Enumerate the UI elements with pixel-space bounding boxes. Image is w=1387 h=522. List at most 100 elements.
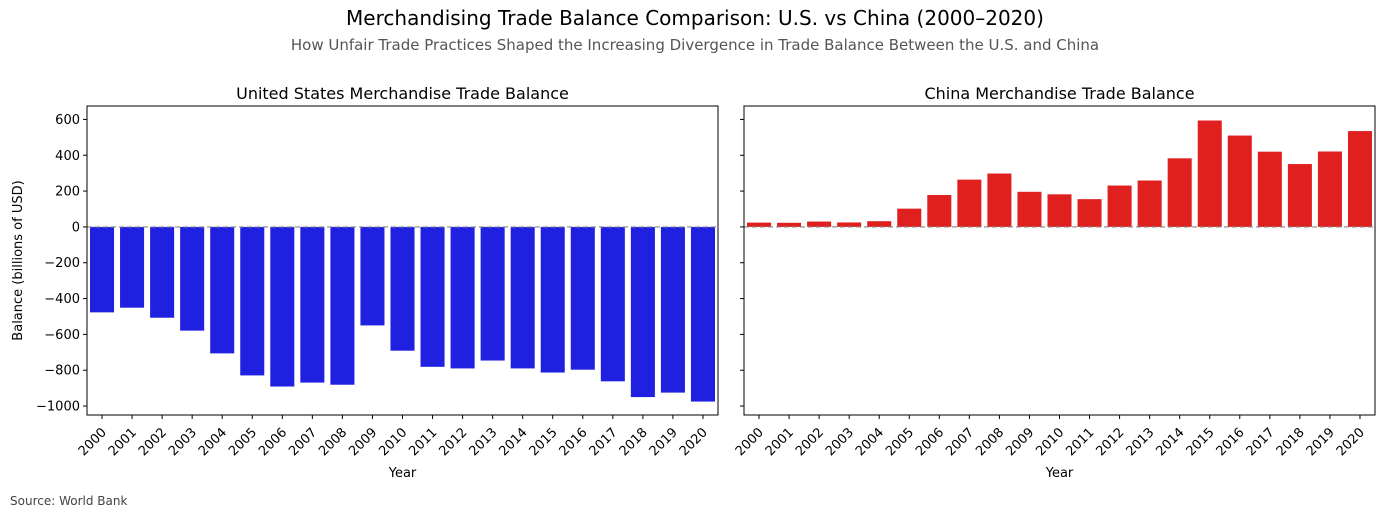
us-bar-2015 [540,226,565,373]
us-ytick-label: 0 [72,220,80,235]
us-ytick-label: −600 [44,328,80,343]
us-xtick-label: 2008 [316,425,350,459]
us-xtick-label: 2019 [647,425,681,459]
figure-subtitle: How Unfair Trade Practices Shaped the In… [291,36,1099,54]
us-ytick-label: 200 [55,185,80,200]
china-xtick-label: 2007 [943,425,977,459]
china-bar-2010 [1047,194,1072,227]
us-xtick-label: 2016 [557,425,591,459]
us-bar-2003 [180,226,205,331]
us-xtick-label: 2000 [76,425,110,459]
china-bar-2016 [1227,135,1252,227]
source-note: Source: World Bank [10,494,127,508]
china-xtick-label: 2000 [733,425,767,459]
us-bar-2006 [270,226,295,387]
china-xtick-label: 2013 [1123,425,1157,459]
us-bar-2010 [390,226,415,351]
us-ytick-label: 600 [55,113,80,128]
us-bar-2004 [210,226,235,354]
us-xtick-label: 2012 [436,425,470,459]
china-xtick-label: 2009 [1003,425,1037,459]
china-bar-2003 [837,222,862,227]
china-xtick-label: 2015 [1184,425,1218,459]
us-bar-2013 [480,226,505,361]
us-xtick-label: 2005 [226,425,260,459]
china-bar-2005 [897,208,922,227]
china-bar-2002 [807,221,832,227]
china-xtick-label: 2018 [1274,425,1308,459]
us-ytick-label: 400 [55,149,80,164]
us-bar-2011 [420,226,445,367]
us-xtick-label: 2017 [587,425,621,459]
us-xtick-label: 2006 [256,425,290,459]
china-xtick-label: 2014 [1154,425,1188,459]
us-ytick-label: −800 [44,364,80,379]
us-xtick-label: 2004 [196,425,230,459]
us-bar-2017 [600,226,625,382]
china-xtick-label: 2011 [1063,425,1097,459]
us-xtick-label: 2010 [376,425,410,459]
china-trade-balance-panel: China Merchandise Trade Balance200020012… [733,84,1376,481]
us-bar-2002 [150,226,175,318]
china-xtick-label: 2004 [853,425,887,459]
china-bar-2011 [1077,199,1102,227]
china-bar-2018 [1287,164,1312,227]
us-subplot-title: United States Merchandise Trade Balance [236,84,569,103]
us-xtick-label: 2018 [617,425,651,459]
us-trade-balance-panel: United States Merchandise Trade Balance −… [11,84,719,481]
china-xtick-label: 2017 [1244,425,1278,459]
china-xtick-label: 2006 [913,425,947,459]
china-xtick-label: 2001 [763,425,797,459]
us-xtick-label: 2013 [466,425,500,459]
china-bar-2009 [1017,191,1042,227]
china-bar-2015 [1197,120,1222,227]
us-bar-2018 [630,226,655,398]
china-bar-2014 [1167,158,1192,227]
us-xtick-label: 2002 [136,425,170,459]
us-bar-2014 [510,226,535,369]
us-bar-2020 [690,226,715,402]
china-xtick-label: 2012 [1093,425,1127,459]
us-bar-2019 [660,226,685,393]
china-bar-2004 [867,221,892,227]
us-xtick-label: 2009 [346,425,380,459]
us-bar-2005 [240,226,265,376]
us-ytick-label: −400 [44,292,80,307]
us-xtick-label: 2011 [406,425,440,459]
us-bar-2012 [450,226,475,369]
china-bar-2013 [1137,180,1162,227]
us-bar-2007 [300,226,325,383]
us-xtick-label: 2007 [286,425,320,459]
china-xtick-label: 2008 [973,425,1007,459]
china-xtick-label: 2020 [1334,425,1368,459]
china-xtick-label: 2002 [793,425,827,459]
us-ytick-label: −200 [44,256,80,271]
china-bar-2007 [957,179,982,227]
figure-title: Merchandising Trade Balance Comparison: … [346,6,1044,30]
china-x-axis-label: Year [1045,466,1074,481]
china-bar-2020 [1347,131,1372,227]
us-ytick-label: −1000 [36,400,80,415]
us-bar-2009 [360,226,385,326]
us-xtick-label: 2003 [166,425,200,459]
us-xtick-label: 2014 [497,425,531,459]
us-bar-2016 [570,226,595,370]
us-xtick-label: 2015 [527,425,561,459]
us-bar-2000 [90,226,115,313]
china-subplot-title: China Merchandise Trade Balance [924,84,1194,103]
china-xtick-label: 2003 [823,425,857,459]
us-xtick-label: 2001 [106,425,140,459]
china-bar-2008 [987,173,1012,227]
us-xtick-label: 2020 [677,425,711,459]
china-bar-2017 [1257,151,1282,227]
us-bar-2001 [120,226,145,308]
us-x-axis-label: Year [388,466,417,481]
china-bar-2006 [927,195,952,227]
china-bar-2000 [747,222,772,227]
us-bar-2008 [330,226,355,385]
china-bar-2012 [1107,185,1132,227]
us-y-axis-label: Balance (billions of USD) [11,180,26,340]
china-xtick-label: 2019 [1304,425,1338,459]
